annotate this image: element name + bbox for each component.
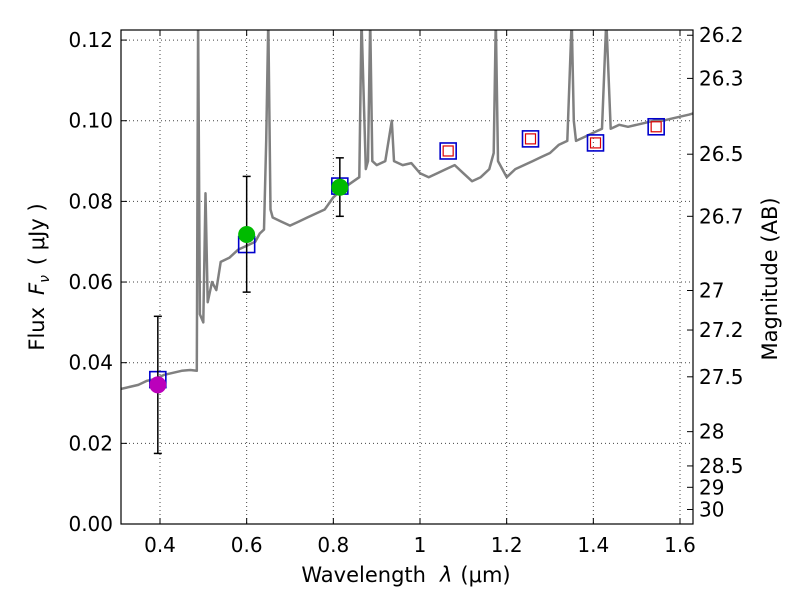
photometry-points bbox=[149, 178, 349, 394]
data-point bbox=[331, 178, 349, 196]
model-box-inner bbox=[442, 145, 454, 157]
y-tick-label: 0.02 bbox=[68, 431, 113, 455]
plot-content bbox=[121, 30, 693, 455]
model-box bbox=[586, 134, 605, 152]
data-point bbox=[238, 225, 256, 243]
y2-tick-label: 30 bbox=[699, 497, 724, 521]
x-tick-label: 1.2 bbox=[491, 533, 523, 557]
x-tick-label: 0.4 bbox=[144, 533, 176, 557]
model-boxes bbox=[149, 117, 665, 389]
data-point bbox=[149, 376, 167, 394]
x-tick-label: 1.4 bbox=[577, 533, 609, 557]
y2-tick-label: 27 bbox=[699, 279, 724, 303]
spectrum-line bbox=[121, 30, 693, 391]
model-box bbox=[647, 117, 665, 136]
error-bars bbox=[153, 157, 344, 455]
y-tick-label: 0.08 bbox=[68, 189, 113, 213]
y2-tick-label: 29 bbox=[699, 475, 724, 499]
y-ticks: 0.00 0.02 0.04 0.06 0.08 0.10 0.12 bbox=[68, 28, 127, 536]
y2-tick-label: 26.3 bbox=[699, 66, 744, 90]
y2-tick-label: 26.2 bbox=[699, 23, 744, 47]
model-box-inner bbox=[524, 133, 537, 145]
model-box-inner bbox=[589, 137, 602, 149]
x-tick-label: 0.6 bbox=[231, 533, 263, 557]
plot-frame bbox=[120, 29, 694, 525]
x-tick-label: 0.8 bbox=[317, 533, 349, 557]
model-box-inner bbox=[650, 121, 662, 133]
y2-tick-label: 28.5 bbox=[699, 454, 744, 478]
x-axis-label: Wavelength λ (μm) bbox=[301, 563, 510, 587]
y-tick-label: 0.00 bbox=[68, 512, 113, 536]
y-tick-label: 0.10 bbox=[68, 109, 113, 133]
model-box bbox=[521, 130, 540, 148]
y2-axis-label: Magnitude (AB) bbox=[758, 197, 782, 360]
x-ticks: 0.4 0.6 0.8 1 1.2 1.4 1.6 bbox=[144, 30, 696, 557]
y-tick-label: 0.06 bbox=[68, 270, 113, 294]
y2-tick-label: 26.7 bbox=[699, 204, 744, 228]
x-tick-label: 1.6 bbox=[664, 533, 696, 557]
y2-tick-label: 27.5 bbox=[699, 365, 744, 389]
y2-tick-label: 27.2 bbox=[699, 318, 744, 342]
y-tick-label: 0.12 bbox=[68, 28, 113, 52]
y-axis-label: FluxFν( μJy ) bbox=[25, 203, 53, 350]
y-tick-label: 0.04 bbox=[68, 351, 113, 375]
model-box bbox=[439, 142, 457, 160]
x-tick-label: 1 bbox=[414, 533, 427, 557]
y2-tick-label: 28 bbox=[699, 420, 724, 444]
y2-tick-label: 26.5 bbox=[699, 142, 744, 166]
